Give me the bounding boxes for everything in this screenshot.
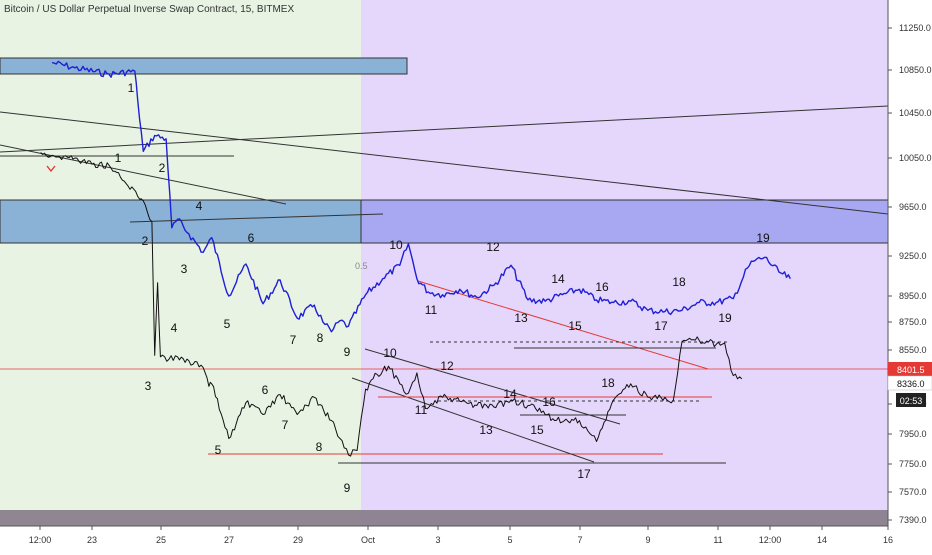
blue-wave-label: 11 bbox=[425, 303, 438, 317]
blue-wave-label: 2 bbox=[159, 161, 166, 175]
y-tick-label: 9250.0 bbox=[899, 251, 927, 261]
x-tick-label: 16 bbox=[883, 535, 893, 545]
price-axis bbox=[888, 0, 932, 550]
black-wave-label: 11 bbox=[415, 403, 428, 417]
black-wave-label: 9 bbox=[344, 481, 351, 495]
black-wave-label: 3 bbox=[145, 379, 152, 393]
x-tick-label: 25 bbox=[156, 535, 166, 545]
y-tick-label: 7570.0 bbox=[899, 487, 927, 497]
trendline-descending-long bbox=[0, 111, 888, 215]
channel-upper bbox=[364, 348, 621, 425]
x-tick-label: 27 bbox=[224, 535, 234, 545]
black-wave-label: 8 bbox=[316, 440, 323, 454]
black-wave-label: 7 bbox=[282, 418, 289, 432]
y-tick-label: 10850.0 bbox=[899, 65, 932, 75]
x-tick-label: 29 bbox=[293, 535, 303, 545]
x-tick-label: 23 bbox=[87, 535, 97, 545]
blue-wave-label: 13 bbox=[514, 311, 528, 325]
blue-wave-label: 17 bbox=[654, 319, 668, 333]
x-tick-label: 14 bbox=[817, 535, 827, 545]
black-wave-label: 6 bbox=[262, 383, 269, 397]
fib-label: 0.5 bbox=[355, 261, 368, 271]
blue-wave-label: 7 bbox=[290, 333, 297, 347]
background-zone-left bbox=[0, 0, 361, 526]
y-tick-label: 10450.0 bbox=[899, 108, 932, 118]
blue-wave-label: 18 bbox=[672, 275, 686, 289]
blue-wave-label: 10 bbox=[389, 238, 403, 252]
trendline-support bbox=[129, 213, 384, 223]
y-tick-label: 7950.0 bbox=[899, 429, 927, 439]
x-tick-label: 3 bbox=[435, 535, 440, 545]
blue-wave-label: 4 bbox=[196, 199, 203, 213]
x-tick-label: 9 bbox=[645, 535, 650, 545]
x-tick-label: Oct bbox=[361, 535, 376, 545]
x-tick-label: 12:00 bbox=[29, 535, 52, 545]
blue-wave-label: 3 bbox=[181, 262, 188, 276]
x-tick-label: 11 bbox=[713, 535, 722, 545]
blue-wave-label: 5 bbox=[224, 317, 231, 331]
black-wave-label: 19 bbox=[718, 311, 732, 325]
black-wave-label: 15 bbox=[530, 423, 544, 437]
y-tick-label: 11250.0 bbox=[899, 23, 931, 33]
y-tick-label: 10050.0 bbox=[899, 153, 932, 163]
black-wave-label: 17 bbox=[577, 467, 591, 481]
x-tick-label: 12:00 bbox=[759, 535, 782, 545]
series-black-line bbox=[40, 152, 743, 457]
zone-middle-left bbox=[0, 199, 362, 244]
blue-wave-label: 6 bbox=[248, 231, 255, 245]
y-tick-label: 8750.0 bbox=[899, 317, 927, 327]
blue-wave-label: 8 bbox=[317, 331, 324, 345]
blue-wave-label: 15 bbox=[568, 319, 582, 333]
black-wave-label: 4 bbox=[171, 321, 178, 335]
zone-top bbox=[0, 57, 408, 75]
blue-wave-label: 19 bbox=[756, 231, 770, 245]
countdown-badge bbox=[896, 393, 926, 407]
blue-wave-label: 14 bbox=[551, 272, 565, 286]
y-tick-label: 8550.0 bbox=[899, 345, 927, 355]
black-wave-label: 5 bbox=[215, 443, 222, 457]
trendline-descending-short bbox=[0, 144, 287, 205]
x-tick-label: 7 bbox=[577, 535, 582, 545]
y-tick-label: 9650.0 bbox=[899, 202, 927, 212]
countdown-text: 02:53 bbox=[900, 396, 923, 406]
black-wave-label: 13 bbox=[479, 423, 493, 437]
black-wave-label: 16 bbox=[542, 395, 556, 409]
black-wave-label: 1 bbox=[115, 151, 122, 165]
red-marker bbox=[46, 165, 56, 173]
blue-wave-label: 16 bbox=[595, 280, 609, 294]
blue-wave-label: 12 bbox=[486, 240, 500, 254]
series-blue-line bbox=[51, 60, 791, 333]
channel-lower bbox=[351, 377, 595, 463]
chart-title: Bitcoin / US Dollar Perpetual Inverse Sw… bbox=[4, 4, 295, 15]
y-tick-label: 8950.0 bbox=[899, 291, 927, 301]
bottom-band bbox=[0, 510, 888, 526]
blue-wave-label: 1 bbox=[128, 81, 135, 95]
black-wave-label: 14 bbox=[503, 387, 517, 401]
black-wave-label: 18 bbox=[601, 376, 615, 390]
current-price-text: 8336.0 bbox=[897, 379, 925, 389]
y-tick-label: 7390.0 bbox=[899, 515, 927, 525]
zone-middle-right bbox=[360, 199, 888, 244]
trendline-red bbox=[417, 280, 709, 370]
black-wave-label: 2 bbox=[142, 234, 149, 248]
black-wave-label: 12 bbox=[440, 359, 454, 373]
last-price-badge bbox=[888, 362, 932, 376]
last-price-text: 8401.5 bbox=[897, 365, 925, 375]
background-zone-right bbox=[361, 0, 888, 526]
black-wave-label: 10 bbox=[383, 346, 397, 360]
current-price-badge bbox=[887, 375, 932, 391]
x-tick-label: 5 bbox=[507, 535, 512, 545]
blue-wave-label: 9 bbox=[344, 345, 351, 359]
y-tick-label: 7750.0 bbox=[899, 459, 927, 469]
